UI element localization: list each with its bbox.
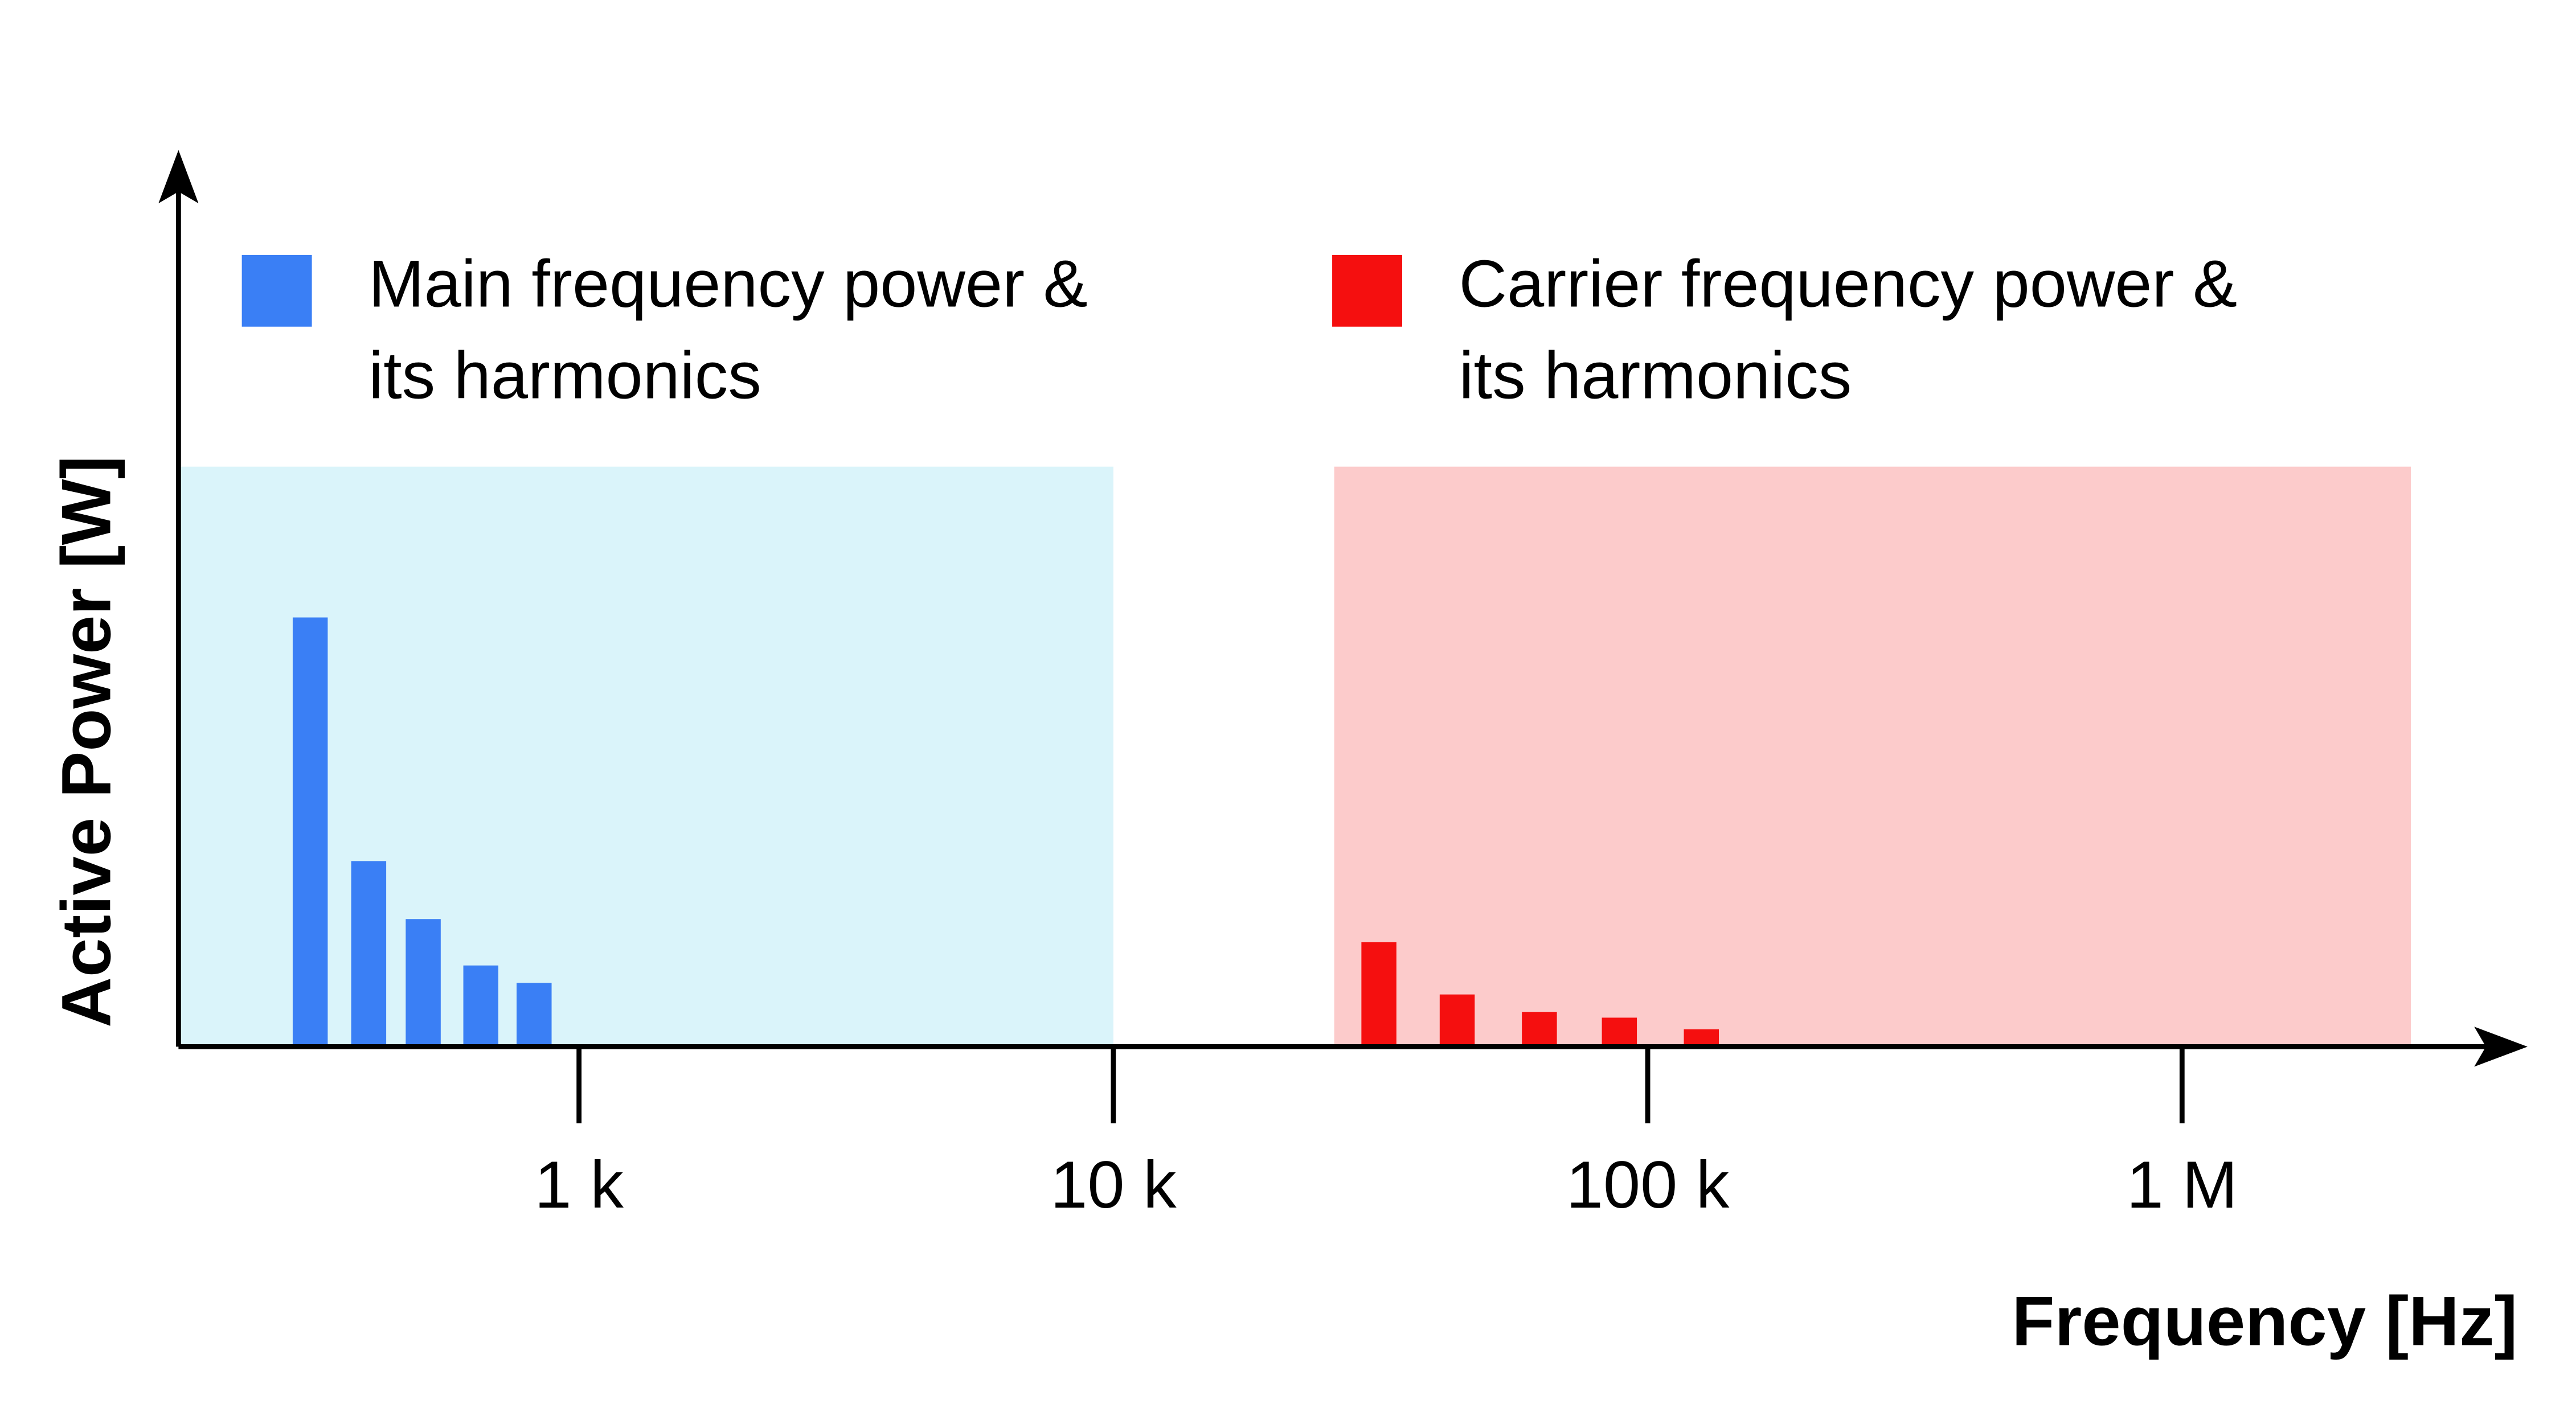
x-tick-label: 1 k <box>535 1147 624 1222</box>
legend-entry: Main frequency power & its harmonics <box>368 248 1088 413</box>
frequency-band <box>178 466 1113 1047</box>
bar <box>463 965 498 1047</box>
legend-entry: Carrier frequency power & its harmonics <box>1459 248 2238 413</box>
legend-swatch <box>241 255 312 327</box>
bar <box>1684 1029 1719 1047</box>
bar <box>351 861 387 1047</box>
legend-label: Main frequency power & its harmonics <box>368 248 1088 413</box>
x-tick-label: 1 M <box>2127 1147 2238 1222</box>
x-tick-label: 100 k <box>1566 1147 1730 1222</box>
bar <box>1602 1017 1637 1047</box>
x-axis-label: Frequency [Hz] <box>2012 1283 2517 1361</box>
bar <box>1439 994 1475 1047</box>
legend-label: Carrier frequency power & its harmonics <box>1459 248 2238 413</box>
y-axis-label: Active Power [W] <box>48 456 126 1028</box>
x-axis-arrow <box>2474 1027 2528 1067</box>
bar <box>406 919 441 1047</box>
bar <box>1522 1012 1557 1047</box>
bar <box>1361 942 1396 1047</box>
legend-swatch <box>1332 255 1403 327</box>
x-tick-label: 10 k <box>1050 1147 1177 1222</box>
bar <box>292 617 328 1047</box>
y-axis-arrow <box>158 150 199 204</box>
bar <box>517 983 552 1047</box>
frequency-band <box>1334 466 2411 1047</box>
